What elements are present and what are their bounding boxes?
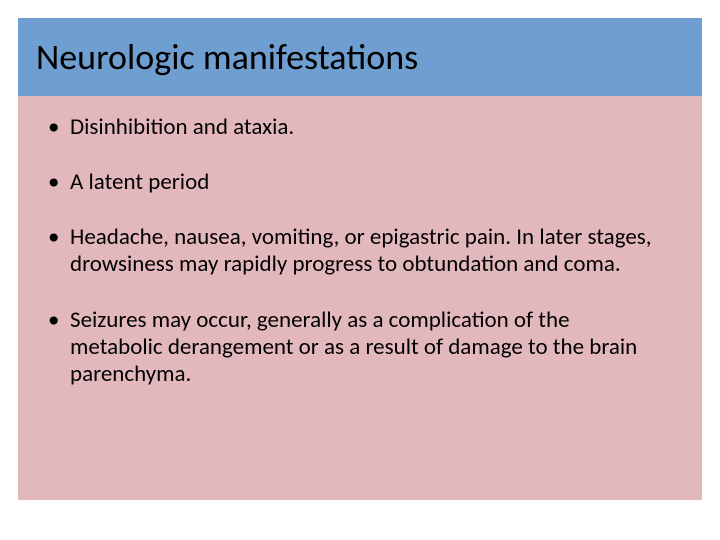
body-band: Disinhibition and ataxia. A latent perio… [18, 96, 702, 500]
list-item: Headache, nausea, vomiting, or epigastri… [70, 224, 662, 278]
slide-title: Neurologic manifestations [36, 35, 418, 79]
slide: Neurologic manifestations Disinhibition … [0, 0, 720, 540]
bullet-list: Disinhibition and ataxia. A latent perio… [70, 114, 662, 388]
title-band: Neurologic manifestations [18, 18, 702, 96]
list-item: A latent period [70, 169, 662, 196]
list-item: Seizures may occur, generally as a compl… [70, 307, 662, 388]
list-item: Disinhibition and ataxia. [70, 114, 662, 141]
